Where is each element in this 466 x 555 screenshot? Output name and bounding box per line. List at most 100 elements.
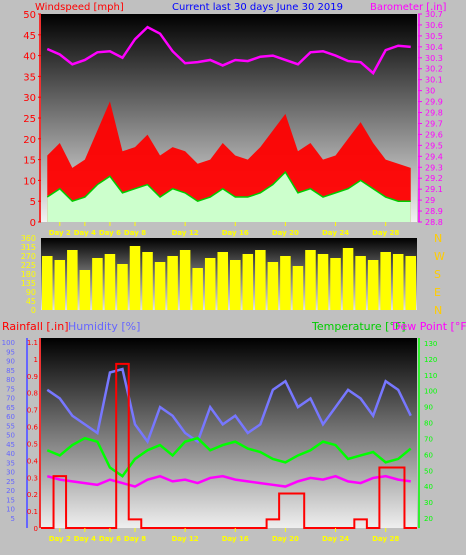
panel1-right-tick: 29.3 [425,163,443,172]
direction-bar [192,268,203,310]
x-tick-label: Day 16 [222,535,249,543]
rain-tick: 0.9 [27,373,38,381]
panel3-dew-label: Dew Point [°F] [392,320,466,333]
panel2-left-tick: 270 [21,252,36,261]
panel2-compass-label: N [434,304,442,317]
panel1-left-tick: 20 [23,135,36,146]
rain-tick: 0.2 [27,491,38,499]
panel2-bars [42,246,416,310]
humidity-tick: 55 [6,422,15,430]
panel1-left-tick: 15 [23,156,36,167]
panel3-x-axis: Day 2 Day 4 Day 6 Day 8 Day 12 Day 16 Day 20 Da… [49,528,399,543]
panel1-series [46,25,411,222]
x-tick-label: Day 6 [99,229,121,237]
panel1-right-tick: 30.1 [425,76,443,85]
rain-tick: 0.5 [27,440,38,448]
temp-tick: 80 [424,420,433,428]
humidity-tick: 90 [6,358,15,366]
direction-bar [292,266,304,310]
rain-tick: 0.3 [27,474,38,482]
temp-tick: 100 [424,388,437,396]
x-tick-label: Day 6 [99,535,121,543]
humidity-line [46,367,412,445]
temp-tick: 50 [424,467,433,475]
direction-bar [217,252,228,310]
panel2-left-tick: 90 [26,288,36,297]
x-tick-label: Day 16 [222,229,249,237]
humidity-tick: 75 [6,385,15,393]
humidity-tick: 25 [6,478,15,486]
direction-bar [79,270,91,310]
direction-bar [330,258,341,310]
panel1-right-tick: 29.2 [425,174,443,183]
panel1-right-tick: 29.4 [425,152,443,161]
humidity-tick: 40 [6,450,15,458]
humidity-tick: 15 [6,496,15,504]
panel1-right-tick: 29.7 [425,119,443,128]
humidity-tick: 95 [6,348,15,356]
direction-bar [179,250,191,310]
panel1-right-tick: 30.7 [425,10,443,19]
panel1-x-axis: Day 2 Day 4 Day 6 Day 8 Day 12 Day 16 Day 20 Da… [49,222,399,237]
x-tick-label: Day 2 [49,535,71,543]
panel2-compass-label: N [434,232,442,245]
temp-tick: 30 [424,499,433,507]
direction-bar [267,262,279,310]
temp-tick: 110 [424,372,437,380]
humidity-tick: 100 [2,339,15,347]
direction-bar [367,260,379,310]
panel2-compass-label: S [434,268,441,281]
panel1-right-axis: 30.730.630.530.430.330.230.13029.929.829… [418,10,443,227]
panel1-left-tick: 30 [23,93,36,104]
direction-bar [129,246,141,310]
x-tick-label: Day 20 [272,535,299,543]
x-tick-label: Day 8 [124,535,146,543]
rain-tick: 0.6 [27,424,39,432]
direction-bar [342,248,354,310]
temp-tick: 90 [424,404,433,412]
direction-bar [54,260,66,310]
direction-bar [117,264,128,310]
panel1-right-tick: 30.3 [425,54,443,63]
rain-tick: 1 [34,356,38,364]
panel2-left-tick: 45 [26,297,36,306]
panel2-left-tick: 315 [21,243,36,252]
panel1-left-tick: 10 [23,176,36,187]
humidity-tick: 5 [11,515,15,523]
panel1-right-tick: 28.8 [425,218,443,227]
direction-bar [67,250,78,310]
rain-tick: 0 [34,525,38,533]
panel2-left-tick: 180 [21,270,36,279]
direction-bar [380,252,391,310]
temp-tick: 40 [424,483,433,491]
direction-bar [305,250,316,310]
humidity-tick: 10 [6,506,15,514]
panel1-right-tick: 29.9 [425,98,443,107]
panel1-left-tick: 50 [23,10,36,21]
x-tick-label: Day 8 [124,229,146,237]
wind-average-area [47,172,411,222]
temp-tick: 130 [424,340,437,348]
barometer-line [46,25,411,76]
temp-tick: 20 [424,515,433,523]
direction-bar [392,254,404,310]
humidity-tick: 70 [6,395,15,403]
panel1-left-tick: 40 [23,52,36,63]
x-tick-label: Day 12 [172,229,199,237]
direction-bar [317,254,329,310]
panel3-rain-label: Rainfall [.in] [2,320,69,333]
panel2-left-tick: 360 [21,234,36,243]
panel3-temp-axis: 130 120 110 100 90 80 70 60 50 40 30 20 [418,338,437,528]
direction-bar [230,260,241,310]
panel1-right-tick: 29.5 [425,141,443,150]
panel1-right-tick: 30.2 [425,65,443,74]
humidity-tick: 30 [6,469,15,477]
rain-tick: 0.8 [27,390,38,398]
rain-tick: 0.4 [27,457,39,465]
x-tick-label: Day 28 [372,535,399,543]
panel1-right-tick: 30.4 [425,43,443,52]
